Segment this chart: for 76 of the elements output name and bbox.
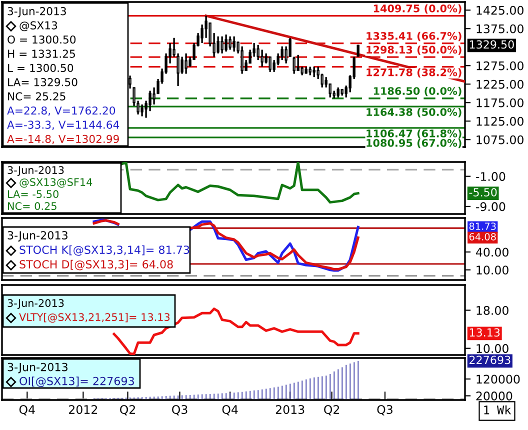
y-tick-label: 10.00 [476, 266, 508, 275]
candlestick [268, 56, 272, 73]
y-tick-label: 10.00 [476, 344, 508, 353]
y-tick-label: 1075.00 [476, 135, 524, 144]
annotation: 3-Jun-2013 [8, 7, 66, 18]
candlestick [312, 66, 316, 78]
annotation: STOCH D[@SX13,3]= 64.08 [20, 260, 173, 270]
annotation: NC= 0.25 [8, 202, 56, 210]
y-tick-label: -9.00 [476, 202, 506, 212]
candlestick [184, 52, 188, 75]
line-series [120, 162, 360, 204]
candlestick [224, 34, 228, 52]
x-tick-label: Q2 [120, 405, 135, 416]
ref-line-label: 1164.38 (50.0%) [366, 108, 462, 118]
text: 1329.50 [470, 40, 514, 49]
x-tick-label: Q4 [222, 405, 238, 416]
text: 64.08 [469, 233, 496, 240]
text: 227693 [470, 356, 510, 364]
candlestick [292, 56, 296, 75]
candlestick [232, 36, 236, 52]
candlestick [228, 36, 232, 51]
annotation: L = 1300.50 [8, 64, 74, 72]
annotation: VLTY[@SX13,21,251]= 13.13 [19, 312, 170, 323]
y-tick-label: 120000 [476, 374, 520, 384]
candlestick [216, 36, 220, 54]
candlestick [220, 36, 224, 54]
y-tick-label: 20000 [476, 392, 512, 400]
candlestick [140, 104, 144, 118]
candlestick [240, 46, 244, 75]
annotation: 3-Jun-2013 [8, 299, 64, 309]
ref-line-label: 1080.95 (67.0%) [366, 138, 462, 148]
y-tick-label: 1225.00 [476, 80, 524, 89]
annotation: STOCH K[@SX13,3,14]= 81.73 [20, 245, 190, 256]
x-tick-label: Q4 [19, 405, 35, 416]
x-tick-label: 2012 [69, 405, 98, 414]
y-tick-label: 40.00 [476, 248, 508, 257]
ref-line-label: 1186.50 (0.0%) [374, 86, 462, 96]
ref-line-label: 1335.41 (66.7%) [366, 32, 462, 42]
annotation: OI[@SX13]= 227693 [20, 376, 134, 387]
annotation: @SX13@SF14 [20, 178, 92, 188]
annotation: A=-33.3, V=1144.64 [7, 120, 120, 130]
y-tick-label: 1125.00 [476, 116, 524, 126]
x-tick-label: Q2 [324, 405, 340, 416]
annotation: O = 1300.50 [8, 35, 76, 44]
ref-line-label: 1271.78 (38.2%) [366, 68, 462, 78]
x-tick-label: Q3 [172, 405, 188, 416]
annotation: H = 1331.25 [8, 50, 75, 58]
y-tick-label: 18.00 [476, 306, 508, 315]
y-tick-label: 1175.00 [476, 98, 524, 108]
annotation: 3-Jun-2013 [8, 231, 68, 242]
candlestick [272, 59, 276, 73]
x-tick-label: Q3 [377, 405, 392, 416]
annotation: A=-14.8, V=1302.99 [7, 134, 119, 144]
text: 1 Wk [484, 405, 512, 414]
annotation: 3-Jun-2013 [8, 362, 68, 374]
annotation: LA= 1329.50 [8, 78, 78, 86]
annotation: LA= -5.50 [8, 190, 58, 198]
ref-line-label: 1106.47 (61.8%) [366, 129, 462, 139]
annotation: NC= 25.25 [8, 92, 66, 100]
annotation: @SX13 [20, 21, 58, 32]
ref-line-label: 1409.75 (0.0%) [374, 4, 462, 14]
y-tick-label: 1425.00 [476, 6, 524, 15]
candlestick [296, 54, 300, 72]
y-tick-label: -1.00 [476, 172, 506, 181]
annotation: 3-Jun-2013 [8, 166, 64, 176]
text: -5.50 [469, 188, 497, 196]
ref-line-label: 1298.13 (50.0%) [366, 46, 462, 55]
text: 81.73 [469, 222, 496, 230]
y-tick-label: 1275.00 [476, 61, 524, 70]
candlestick [260, 48, 264, 68]
text: 13.13 [470, 328, 500, 337]
annotation: A=22.8, V=1762.20 [7, 106, 116, 116]
candlestick [336, 86, 340, 98]
y-tick-label: 1375.00 [476, 24, 524, 34]
candlestick [180, 56, 184, 75]
x-tick-label: 2013 [276, 405, 304, 414]
